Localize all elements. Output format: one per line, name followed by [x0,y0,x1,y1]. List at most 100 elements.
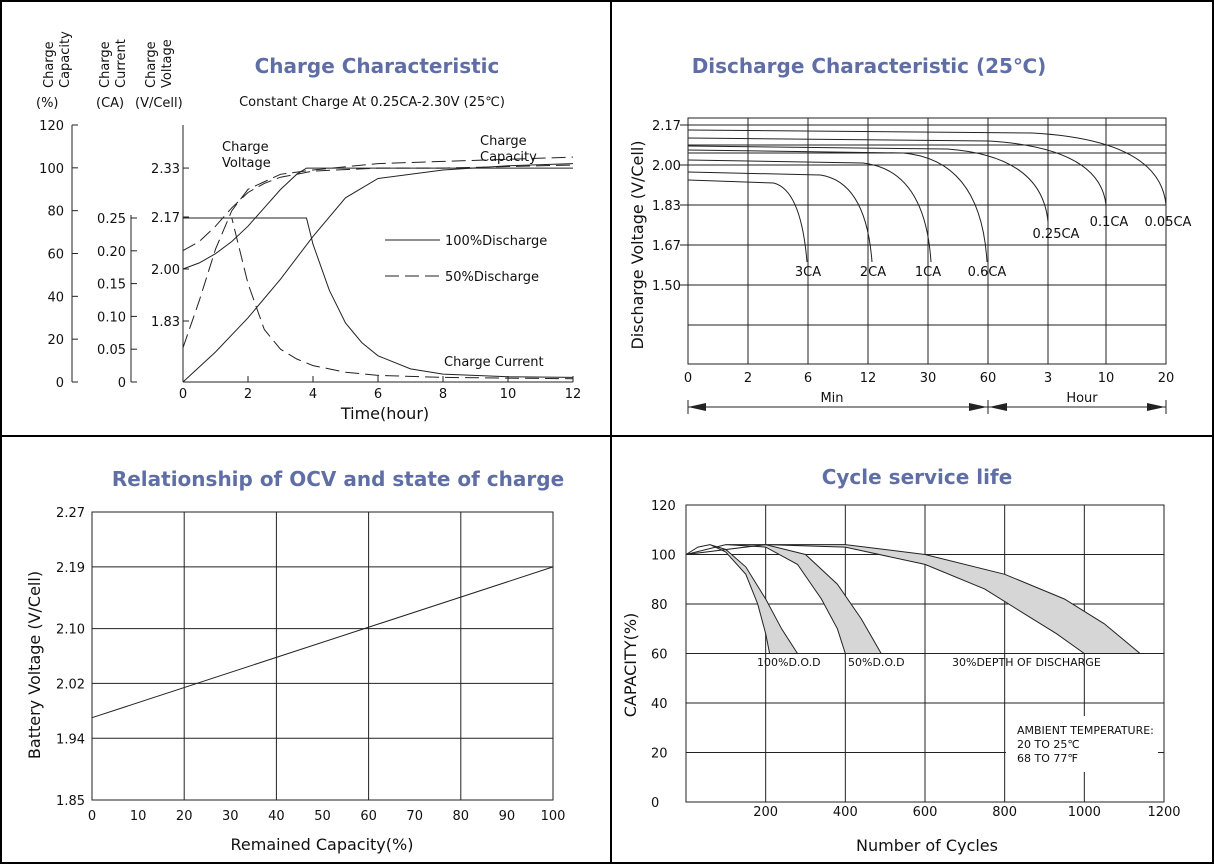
discharge-curve-0.1CA [687,137,1107,206]
y-tick-label: 1.83 [652,199,681,214]
voltage-tick-label: 1.83 [151,315,180,330]
discharge-curve-3CA [687,179,808,263]
capacity-tick-label: 20 [47,333,64,348]
chart1-current-axis: 0.25 0.20 0.15 0.10 0.05 0 [97,212,137,391]
x-tick-label: 30 [920,371,937,386]
chart1-title: Charge Characteristic [255,54,500,78]
chart3-title: Relationship of OCV and state of charge [112,467,564,491]
current-tick-label: 0.20 [97,245,126,260]
x-tick-label: 200 [753,805,778,820]
chart2-grid [687,117,1167,365]
curve-capacity-100-discharge [182,163,574,383]
y-tick-label: 2.02 [56,677,85,692]
ambient-note-line-2: 20 TO 25℃ [1017,738,1080,751]
chart4-title: Cycle service life [822,465,1013,489]
capacity-tick-label: 60 [47,248,64,263]
chart2-y-axis-label: Discharge Voltage (V/Cell) [628,140,647,349]
chart3-curves [91,566,554,719]
x-tick-label: 40 [268,809,285,824]
ocv-line [91,566,554,719]
curve-current-100-discharge [183,217,574,378]
ambient-note-line-3: 68 TO 77℉ [1017,752,1078,765]
chart4-y-axis-label: CAPACITY(%) [621,613,640,718]
chart4-y-ticks: 120 100 80 60 40 20 0 [651,499,676,811]
capacity-tick-label: 100 [39,162,64,177]
x-tick-label: 10 [1098,371,1115,386]
chart3-y-axis-label: Battery Voltage (V/Cell) [25,571,44,759]
x-tick-label: 12 [565,387,582,402]
y-tick-label: 80 [651,598,668,613]
x-tick-label: 6 [804,371,812,386]
chart1-capacity-header-2: Capacity [58,31,73,88]
chart1-capacity-unit: (%) [36,96,59,111]
voltage-tick-label: 2.33 [151,162,180,177]
chart1-annotation-charge-current: Charge Current [444,355,544,370]
x-tick-label: 90 [499,809,516,824]
band-100%D.O.D [685,544,799,654]
chart2-y-ticks: 2.17 2.00 1.83 1.67 1.50 [652,119,688,294]
band-label-100-dod: 100%D.O.D [757,656,821,669]
chart4-x-ticks: 200 400 600 800 1000 1200 [753,805,1180,820]
chart2-title: Discharge Characteristic (25℃) [692,54,1047,78]
current-tick-label: 0.15 [97,278,126,293]
curve-current-50-discharge [183,217,574,380]
x-tick-label: 6 [374,387,382,402]
curve-voltage-100-discharge [182,167,573,270]
x-tick-label: 12 [860,371,877,386]
discharge-curve-0.05CA [687,129,1167,206]
x-tick-label: 8 [439,387,447,402]
band-30%DEPTH OF DISCHARGE [685,544,1142,654]
chart3-x-ticks: 0 10 20 30 40 50 60 70 80 90 100 [88,809,566,824]
chart1-annotation-charge-capacity-1: Charge [480,134,527,149]
curve-voltage-50-discharge [182,164,574,252]
x-tick-label: 2 [744,371,752,386]
curve-label-0.25CA: 0.25CA [1033,227,1080,242]
ambient-note-line-1: AMBIENT TEMPERATURE: [1017,724,1154,737]
x-tick-label: 800 [992,805,1017,820]
x-tick-label: 600 [913,805,938,820]
chart1-voltage-unit: (V/Cell) [135,96,183,111]
y-tick-label: 2.10 [56,623,85,638]
y-tick-label: 120 [651,499,676,514]
discharge-curve-0.25CA [687,145,1049,223]
hour-left-arrow [989,403,1007,411]
chart1-current-unit: (CA) [96,96,124,111]
capacity-tick-label: 0 [56,376,64,391]
legend-100-discharge-label: 100%Discharge [445,234,547,249]
current-tick-label: 0.05 [97,343,126,358]
x-tick-label: 70 [406,809,423,824]
chart1-current-header-1: Charge [98,41,113,88]
y-tick-label: 40 [651,697,668,712]
capacity-tick-label: 80 [47,205,64,220]
chart1-voltage-axis: 2.33 2.17 2.00 1.83 [151,162,189,330]
chart2-frame [687,117,1167,365]
y-tick-label: 60 [651,648,668,663]
curve-label-1CA: 1CA [915,265,941,280]
x-tick-label: 0 [179,387,187,402]
x-tick-label: 1000 [1068,805,1101,820]
min-left-arrow [688,403,706,411]
chart4-x-axis-label: Number of Cycles [856,836,998,855]
curve-label-0.05CA: 0.05CA [1145,215,1192,230]
y-tick-label: 2.27 [56,506,85,521]
curve-capacity-50-discharge [182,156,574,348]
curve-label-2CA: 2CA [860,265,886,280]
chart1-x-axis-label: Time(hour) [340,404,429,423]
y-tick-label: 2.19 [56,561,85,576]
chart1-annotation-charge-voltage-1: Charge [222,140,269,155]
y-tick-label: 2.00 [652,159,681,174]
x-tick-label: 10 [500,387,517,402]
curve-label-3CA: 3CA [795,265,821,280]
chart1-x-ticks: 0 2 4 6 8 10 12 [179,376,581,402]
hour-label: Hour [1066,391,1098,406]
min-label: Min [820,391,843,406]
x-tick-label: 80 [453,809,470,824]
x-tick-label: 20 [176,809,193,824]
x-tick-label: 1200 [1147,805,1180,820]
y-tick-label: 2.17 [652,119,681,134]
chart2-curves: 3CA 2CA 1CA 0.6CA 0.25CA 0.1CA 0.05CA [687,129,1192,280]
chart1-capacity-axis: 120 100 80 60 40 20 0 [39,119,78,391]
y-tick-label: 0 [651,796,659,811]
